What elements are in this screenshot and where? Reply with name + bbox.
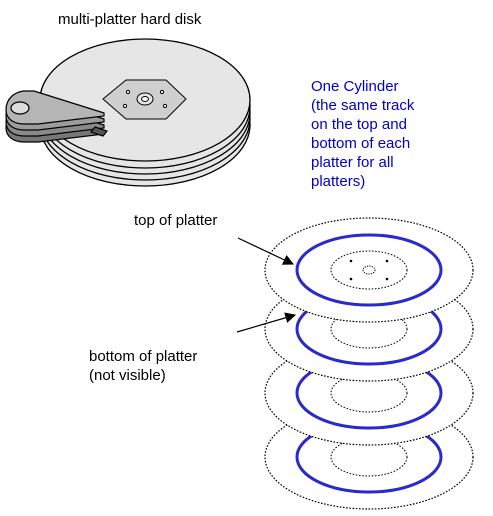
spindle-hub xyxy=(102,79,187,120)
cylinder-caption: One Cylinder (the same track on the top … xyxy=(311,77,414,191)
top-of-platter-arrow xyxy=(237,237,294,265)
cylinder-caption-line: (the same track xyxy=(311,97,415,114)
pointer-arrows xyxy=(236,237,297,333)
diagram-title: multi-platter hard disk xyxy=(58,11,202,28)
top-of-platter-label: top of platter xyxy=(134,212,218,229)
cylinder-caption-line: platters) xyxy=(311,173,366,190)
cylinder-caption-line: platter for all xyxy=(311,154,394,171)
cylinder-illustration xyxy=(236,217,474,510)
cylinder-caption-line: One Cylinder xyxy=(311,78,399,95)
bottom-of-platter-label: bottom of platter (not visible) xyxy=(89,347,197,385)
cylinder-caption-line: bottom of each xyxy=(311,135,411,152)
bottom-of-platter-line: bottom of platter xyxy=(89,348,198,365)
actuator-arm xyxy=(5,90,109,143)
cylinder-caption-line: on the top and xyxy=(311,116,407,133)
bottom-of-platter-arrow xyxy=(236,312,297,333)
bottom-of-platter-note: (not visible) xyxy=(89,367,166,384)
platter-1-top xyxy=(264,217,474,323)
hard-disk-illustration xyxy=(5,38,251,187)
